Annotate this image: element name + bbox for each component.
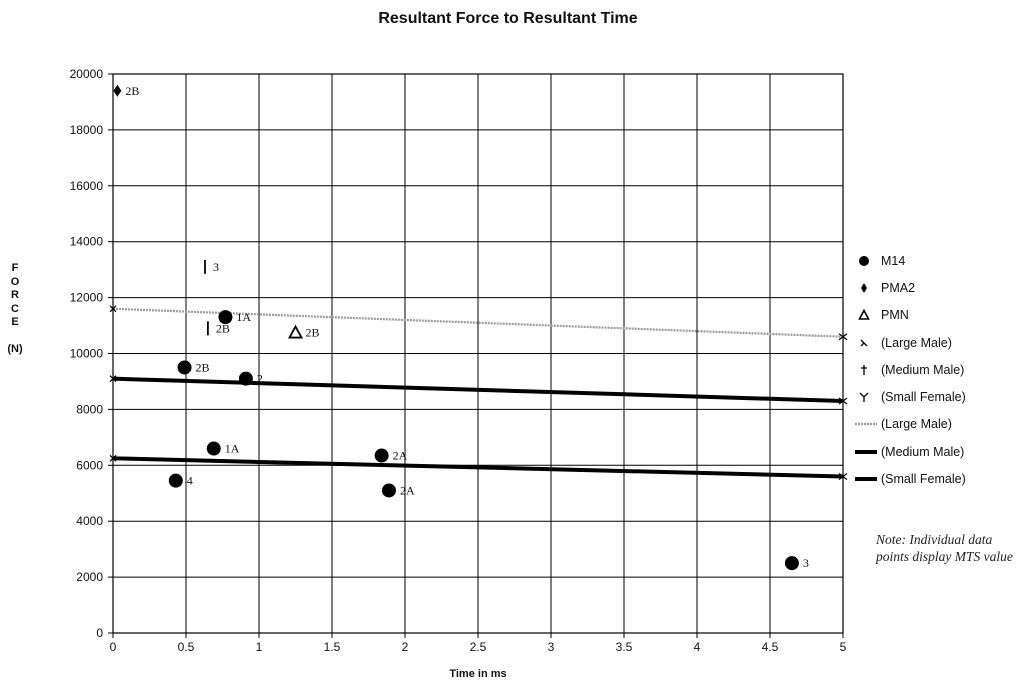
data-label: 3 bbox=[803, 556, 809, 570]
legend-label: (Small Female) bbox=[881, 390, 966, 405]
legend-item-small-female-line: (Small Female) bbox=[855, 465, 1015, 492]
y-tick-label: 12000 bbox=[70, 291, 104, 305]
x-tick-label: 3.5 bbox=[616, 640, 633, 654]
y-tick-label: 6000 bbox=[76, 458, 103, 472]
legend-item-m14: M14 bbox=[855, 247, 1015, 274]
legend-label: (Small Female) bbox=[881, 472, 966, 487]
x-tick-label: 2.5 bbox=[470, 640, 487, 654]
x-tick-label: 0 bbox=[110, 640, 117, 654]
data-point-circle bbox=[206, 441, 221, 456]
data-point-triangle bbox=[287, 324, 304, 339]
trend-line bbox=[112, 376, 844, 404]
data-label: 1A bbox=[225, 442, 240, 456]
data-labels: 4 2B 1A 1A 2 2A 2A 3 2B 2B 3 2B bbox=[125, 84, 809, 570]
data-points bbox=[113, 84, 799, 571]
data-point-circle bbox=[374, 448, 389, 463]
y-tick-label: 8000 bbox=[76, 402, 103, 416]
trend-line-end-marker bbox=[838, 397, 848, 405]
data-label: 2A bbox=[393, 449, 408, 463]
legend-item-medium-male-line: (Medium Male) bbox=[855, 438, 1015, 465]
legend-label: PMA2 bbox=[881, 280, 916, 295]
y-tick-label: 10000 bbox=[70, 347, 104, 361]
y-axis-unit: (N) bbox=[7, 343, 23, 355]
y-tick-label: 20000 bbox=[70, 67, 104, 81]
legend-label: (Medium Male) bbox=[881, 362, 965, 377]
trend-line-end-marker bbox=[838, 473, 848, 480]
data-point-circle bbox=[168, 473, 183, 488]
legend-label: PMN bbox=[881, 308, 909, 323]
data-point-circle bbox=[784, 556, 799, 571]
data-label: 2B bbox=[306, 326, 320, 340]
legend-line-solid-black bbox=[855, 477, 877, 482]
legend-marker-triangle bbox=[858, 309, 870, 321]
x-tick-label: 0.5 bbox=[178, 640, 195, 654]
legend-marker-diamond bbox=[861, 282, 867, 293]
data-point-circle bbox=[238, 371, 253, 386]
legend-line-solid-black bbox=[855, 449, 877, 454]
legend-marker-y-cross bbox=[859, 392, 869, 403]
data-label: 2B bbox=[216, 321, 230, 335]
x-tick-label: 1.5 bbox=[324, 640, 341, 654]
y-tick-label: 14000 bbox=[70, 235, 104, 249]
x-axis-label: Time in ms bbox=[449, 668, 507, 680]
x-tick-label: 4 bbox=[694, 640, 701, 654]
y-tick-label: 18000 bbox=[70, 123, 104, 137]
y-axis-label: F O R C E bbox=[10, 262, 20, 328]
legend-label: M14 bbox=[881, 253, 906, 268]
data-label: 4 bbox=[187, 474, 193, 488]
data-label: 2B bbox=[196, 360, 210, 374]
chart-title: Resultant Force to Resultant Time bbox=[378, 10, 638, 27]
trend-line-start-marker bbox=[109, 454, 117, 462]
legend-marker-plus bbox=[861, 364, 867, 375]
axes: 0 0.5 1 1.5 2 2.5 3 3.5 4 4.5 5 0 2000 4000 6000 8000 10… bbox=[70, 67, 847, 654]
legend-item-large-male-line: (Large Male) bbox=[855, 411, 1015, 438]
x-tick-label: 2 bbox=[402, 640, 409, 654]
plot-frame bbox=[112, 73, 844, 634]
y-tick-label: 4000 bbox=[76, 514, 103, 528]
data-point-circle bbox=[177, 360, 192, 375]
trend-line bbox=[112, 456, 844, 479]
trend-line-end-marker bbox=[838, 333, 848, 341]
x-tick-label: 5 bbox=[840, 640, 847, 654]
data-label: 2B bbox=[125, 84, 139, 98]
legend-label: (Large Male) bbox=[881, 335, 952, 350]
data-label: 3 bbox=[213, 260, 219, 274]
legend-marker-circle bbox=[859, 255, 869, 266]
legend-item-small-female-marker: (Small Female) bbox=[855, 383, 1015, 410]
trend-line-start-marker bbox=[109, 375, 117, 383]
x-tick-label: 1 bbox=[256, 640, 263, 654]
legend-marker-x-cross bbox=[860, 339, 868, 346]
data-point-circle bbox=[381, 483, 396, 498]
grid bbox=[112, 73, 844, 634]
y-tick-label: 2000 bbox=[76, 570, 103, 584]
legend-item-large-male-marker: (Large Male) bbox=[855, 329, 1015, 356]
y-tick-label: 0 bbox=[96, 626, 103, 640]
trend-line-start-marker bbox=[109, 305, 117, 313]
legend-item-pmn: PMN bbox=[855, 302, 1015, 329]
data-point-diamond bbox=[113, 84, 122, 97]
trend-lines bbox=[109, 305, 848, 480]
data-point-circle bbox=[218, 310, 233, 325]
legend-item-pma2: PMA2 bbox=[855, 274, 1015, 301]
y-tick-label: 16000 bbox=[70, 179, 104, 193]
legend-line-dotted-gray bbox=[855, 423, 877, 426]
legend-item-medium-male-marker: (Medium Male) bbox=[855, 356, 1015, 383]
x-tick-label: 3 bbox=[548, 640, 555, 654]
data-label: 2 bbox=[257, 372, 263, 386]
x-tick-label: 4.5 bbox=[762, 640, 779, 654]
legend-label: (Medium Male) bbox=[881, 444, 965, 459]
data-label: 1A bbox=[236, 310, 251, 324]
legend-label: (Large Male) bbox=[881, 417, 952, 432]
data-label: 2A bbox=[400, 483, 415, 497]
trend-line bbox=[112, 307, 844, 338]
legend: M14 PMA2 PMN (Large Male) (Medium Male) … bbox=[855, 247, 1015, 493]
chart-note: Note: Individual data points display MTS… bbox=[876, 532, 1013, 564]
